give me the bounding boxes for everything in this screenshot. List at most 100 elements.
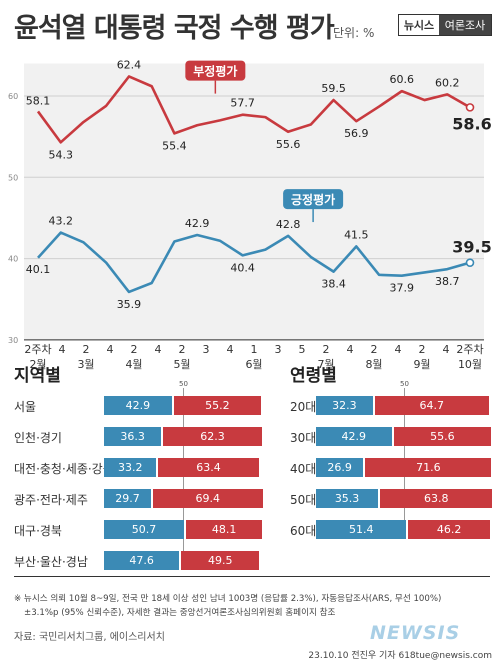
data-label: 38.7 (435, 275, 460, 288)
negative-bar: 63.8 (380, 489, 493, 508)
data-label: 55.6 (276, 138, 301, 151)
series-line-negative (36, 75, 471, 144)
x-tick-label: 5 (299, 343, 306, 356)
negative-bar: 48.1 (186, 520, 263, 539)
credit-text: 23.10.10 전진우 기자 618tue@newsis.com (308, 651, 492, 661)
category-label: 50대 (290, 493, 317, 507)
x-tick-label: 2주차 (456, 343, 483, 356)
x-month-label: 8월 (365, 358, 382, 371)
positive-bar: 26.9 (316, 458, 364, 477)
x-tick-label: 4 (59, 343, 66, 356)
x-tick-label: 3 (275, 343, 282, 356)
series-end-point (465, 103, 475, 112)
category-label: 서울 (14, 400, 37, 414)
data-label: 35.9 (117, 298, 142, 311)
category-label: 20대 (290, 400, 317, 414)
negative-bar: 64.7 (374, 396, 489, 415)
negative-bar: 62.3 (163, 427, 262, 446)
series-tag-bg (185, 60, 246, 81)
positive-bar: 51.4 (316, 520, 407, 539)
category-label: 인천·경기 (14, 431, 62, 445)
negative-bar: 55.6 (393, 427, 492, 446)
data-label: 42.8 (276, 218, 301, 231)
x-month-label: 7월 (317, 358, 334, 371)
positive-bar: 42.9 (104, 396, 172, 415)
positive-bar: 35.3 (316, 489, 379, 508)
data-label: 57.7 (230, 97, 255, 110)
series-tag-label: 부정평가 (193, 64, 237, 79)
x-tick-label: 2주차 (24, 343, 51, 356)
bar-section-title: 지역별 (14, 366, 61, 386)
logo-right: 여론조사 (439, 15, 491, 35)
y-tick-label: 40 (8, 255, 18, 264)
data-label: 58.6 (452, 114, 491, 133)
y-tick-label: 60 (8, 92, 18, 101)
data-label: 60.2 (435, 76, 460, 89)
data-label: 62.4 (117, 58, 142, 71)
series-end-point (465, 258, 475, 267)
x-month-label: 2월 (29, 358, 46, 371)
data-label: 54.3 (48, 148, 73, 161)
x-tick-label: 4 (227, 343, 234, 356)
newsis-watermark: NEWSIS (370, 622, 461, 644)
data-label: 42.9 (185, 217, 210, 230)
x-month-label: 9월 (413, 358, 430, 371)
source-text: 자료: 국민리서치그룹, 에이스리서치 (14, 632, 165, 643)
data-label: 43.2 (48, 215, 73, 228)
data-label: 58.1 (26, 94, 51, 107)
data-label: 40.1 (26, 263, 51, 276)
x-month-label: 5월 (173, 358, 190, 371)
logo-left: 뉴시스 (399, 15, 439, 35)
x-tick-label: 4 (347, 343, 354, 356)
note-divider (14, 576, 490, 577)
data-label: 41.5 (344, 228, 369, 241)
x-tick-label: 2 (83, 343, 90, 356)
negative-bar: 69.4 (152, 489, 263, 508)
x-tick-label: 2 (323, 343, 330, 356)
x-tick-label: 4 (107, 343, 114, 356)
negative-bar: 46.2 (408, 520, 490, 539)
survey-note: ※ 뉴시스 의뢰 10월 8~9일, 전국 만 18세 이상 성인 남녀 100… (14, 592, 494, 620)
category-label: 부산·울산·경남 (14, 555, 88, 569)
positive-bar: 42.9 (316, 427, 392, 446)
category-label: 대구·경북 (14, 524, 62, 538)
category-label: 30대 (290, 431, 317, 445)
x-month-label: 6월 (245, 358, 262, 371)
bar-section-title: 연령별 (290, 366, 337, 386)
data-label: 38.4 (321, 278, 346, 291)
category-label: 대전·충청·세종·강원 (14, 462, 114, 476)
positive-bar: 32.3 (316, 396, 373, 415)
series-line-positive (37, 231, 471, 294)
fifty-marker: 50 (179, 380, 188, 388)
approval-line-chart: 60 50 40 30 2주차 2월 4 2 3월 4 2 4월 4 2 5월 3 4 1 6월 3 5 2 7월 4 2 8월 4… (8, 58, 492, 371)
chart-title: 윤석열 대통령 국정 수행 평가 (14, 13, 335, 44)
positive-bar: 33.2 (104, 458, 157, 477)
data-label: 37.9 (390, 282, 415, 295)
data-label: 40.4 (230, 261, 255, 274)
fifty-marker: 50 (400, 380, 409, 388)
series-tag-label: 긍정평가 (291, 192, 335, 207)
note-line-1: ※ 뉴시스 의뢰 10월 8~9일, 전국 만 18세 이상 성인 남녀 100… (14, 594, 442, 604)
data-label: 59.5 (321, 82, 346, 95)
negative-bar: 55.2 (173, 396, 261, 415)
x-tick-label: 1 (251, 343, 258, 356)
negative-bar: 49.5 (181, 551, 260, 570)
positive-bar: 50.7 (104, 520, 185, 539)
category-label: 광주·전라·제주 (14, 493, 88, 507)
data-label: 56.9 (344, 127, 369, 140)
unit-label: 단위: % (333, 26, 375, 40)
x-tick-label: 2 (419, 343, 426, 356)
data-label: 39.5 (452, 238, 491, 257)
x-month-label: 3월 (77, 358, 94, 371)
newsis-poll-logo: 뉴시스 여론조사 (398, 14, 492, 36)
data-label: 55.4 (162, 139, 187, 152)
negative-bar: 63.4 (158, 458, 259, 477)
x-tick-label: 4 (395, 343, 402, 356)
x-month-label: 4월 (125, 358, 142, 371)
x-tick-label: 4 (443, 343, 450, 356)
positive-bar: 47.6 (104, 551, 180, 570)
fifty-line (183, 388, 184, 566)
y-tick-label: 30 (8, 336, 18, 345)
category-label: 40대 (290, 462, 317, 476)
y-tick-label: 50 (8, 173, 18, 182)
